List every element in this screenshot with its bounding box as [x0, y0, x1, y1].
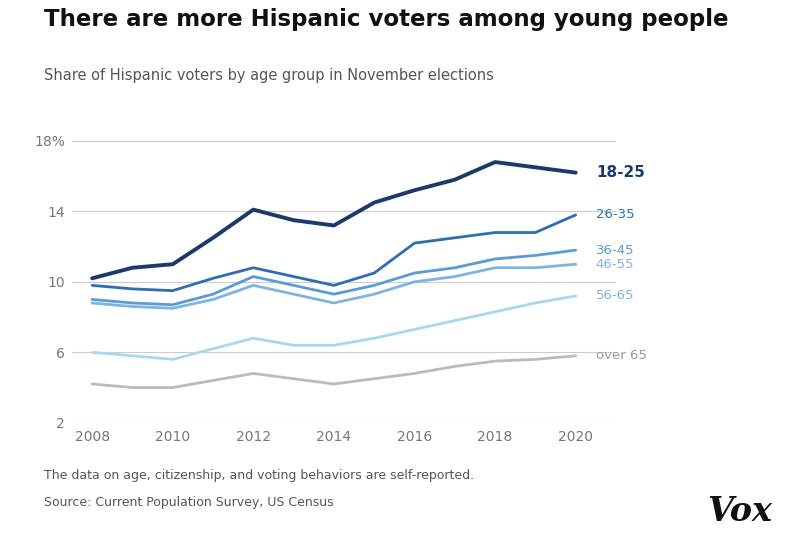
- Text: Vox: Vox: [707, 495, 772, 528]
- Text: There are more Hispanic voters among young people: There are more Hispanic voters among you…: [44, 8, 729, 31]
- Text: 56-65: 56-65: [596, 289, 634, 302]
- Text: over 65: over 65: [596, 350, 646, 362]
- Text: Share of Hispanic voters by age group in November elections: Share of Hispanic voters by age group in…: [44, 68, 494, 83]
- Text: 18-25: 18-25: [596, 165, 645, 180]
- Text: 46-55: 46-55: [596, 258, 634, 270]
- Text: 26-35: 26-35: [596, 209, 634, 221]
- Text: The data on age, citizenship, and voting behaviors are self-reported.: The data on age, citizenship, and voting…: [44, 469, 474, 482]
- Text: 36-45: 36-45: [596, 244, 634, 256]
- Text: Source: Current Population Survey, US Census: Source: Current Population Survey, US Ce…: [44, 496, 334, 509]
